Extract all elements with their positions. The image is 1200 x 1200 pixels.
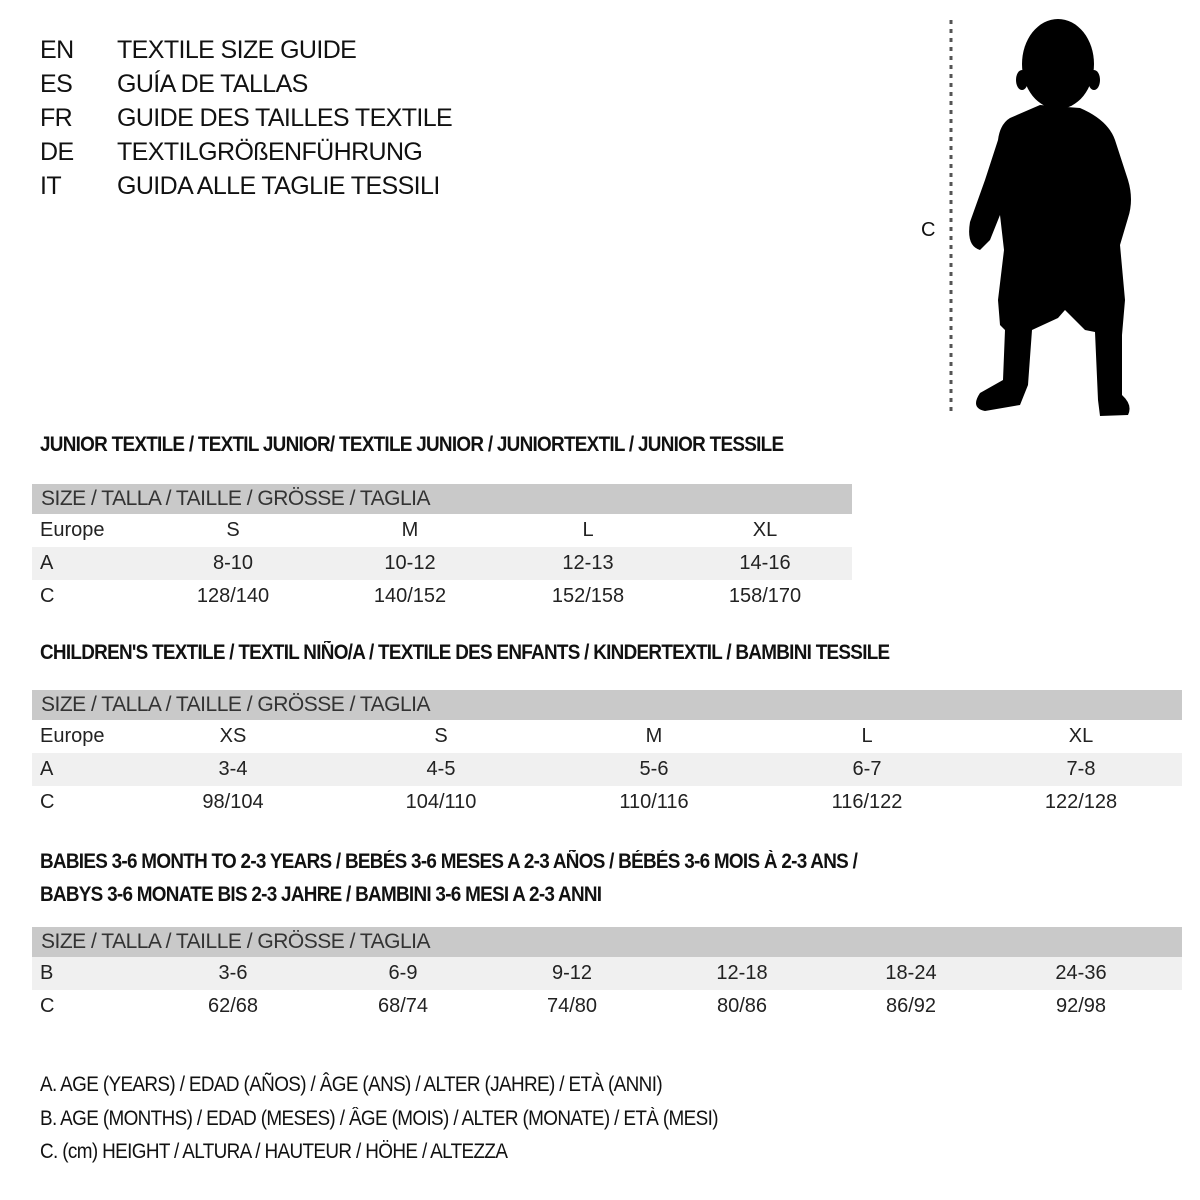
section-title: JUNIOR TEXTILE / TEXTIL JUNIOR/ TEXTILE …: [40, 433, 784, 456]
title-text: GUIDE DES TAILLES TEXTILE: [117, 104, 453, 132]
row-label: A: [40, 552, 54, 574]
table-cell: 140/152: [373, 585, 447, 607]
title-text: GUÍA DE TALLAS: [117, 70, 308, 98]
table-row: C 98/104 104/110 110/116 116/122 122/128: [32, 786, 1182, 819]
size-table: SIZE / TALLA / TAILLE / GRÖSSE / TAGLIA E…: [32, 484, 852, 613]
table-cell: 128/140: [196, 585, 270, 607]
height-measure-label: C: [921, 219, 936, 241]
table-cell: 3-4: [218, 758, 248, 780]
title-text: TEXTILE SIZE GUIDE: [117, 36, 357, 64]
table-cell: 104/110: [405, 791, 477, 813]
table-cell: 3-6: [218, 962, 248, 984]
table-cell: 152/158: [551, 585, 625, 607]
language-code: DE: [40, 138, 74, 166]
table-row: A 8-10 10-12 12-13 14-16: [32, 547, 852, 580]
table-cell: 4-5: [426, 758, 456, 780]
table-cell: 6-9: [388, 962, 418, 984]
language-code: ES: [40, 70, 73, 98]
child-silhouette-icon: [949, 19, 1131, 416]
table-header-bar: SIZE / TALLA / TAILLE / GRÖSSE / TAGLIA: [32, 927, 1182, 957]
table-row: Europe XS S M L XL: [32, 720, 1182, 753]
row-label: Europe: [40, 725, 105, 747]
table-row: Europe S M L XL: [32, 514, 852, 547]
table-cell: 116/122: [831, 791, 903, 813]
row-label: C: [40, 791, 55, 813]
table-cell: 6-7: [852, 758, 882, 780]
size-table: SIZE / TALLA / TAILLE / GRÖSSE / TAGLIA E…: [32, 690, 1182, 819]
table-cell: 62/68: [207, 995, 259, 1017]
table-cell: S: [226, 519, 240, 541]
title-de: DE TEXTILGRÖßENFÜHRUNG: [40, 137, 540, 167]
table-cell: 80/86: [716, 995, 768, 1017]
language-code: FR: [40, 104, 73, 132]
title-text: TEXTILGRÖßENFÜHRUNG: [117, 138, 423, 166]
table-cell: 12-13: [562, 552, 614, 574]
table-cell: S: [434, 725, 448, 747]
table-cell: 158/170: [728, 585, 802, 607]
table-header-bar: SIZE / TALLA / TAILLE / GRÖSSE / TAGLIA: [32, 690, 1182, 720]
table-cell: 98/104: [202, 791, 264, 813]
title-it: IT GUIDA ALLE TAGLIE TESSILI: [40, 171, 540, 201]
table-cell: L: [861, 725, 873, 747]
row-label: A: [40, 758, 54, 780]
table-cell: 110/116: [619, 791, 689, 813]
legend-a: A. AGE (YEARS) / EDAD (AÑOS) / ÂGE (ANS)…: [40, 1073, 663, 1096]
table-row: C 128/140 140/152 152/158 158/170: [32, 580, 852, 613]
table-cell: 86/92: [885, 995, 937, 1017]
table-cell: 9-12: [551, 962, 593, 984]
language-code: IT: [40, 172, 62, 200]
row-label: C: [40, 995, 55, 1017]
legend-b: B. AGE (MONTHS) / EDAD (MESES) / ÂGE (MO…: [40, 1107, 718, 1130]
table-cell: M: [401, 519, 419, 541]
section-title: CHILDREN'S TEXTILE / TEXTIL NIÑO/A / TEX…: [40, 641, 890, 664]
table-cell: 14-16: [739, 552, 791, 574]
table-cell: 68/74: [377, 995, 429, 1017]
table-cell: 92/98: [1055, 995, 1107, 1017]
table-header-bar: SIZE / TALLA / TAILLE / GRÖSSE / TAGLIA: [32, 484, 852, 514]
table-row: C 62/68 68/74 74/80 80/86 86/92 92/98: [32, 990, 1182, 1023]
section-title: BABIES 3-6 MONTH TO 2-3 YEARS / BEBÉS 3-…: [40, 850, 858, 873]
section-title: BABYS 3-6 MONATE BIS 2-3 JAHRE / BAMBINI…: [40, 883, 602, 906]
table-cell: 122/128: [1044, 791, 1118, 813]
table-cell: XS: [219, 725, 247, 747]
row-label: C: [40, 585, 55, 607]
table-cell: 8-10: [212, 552, 254, 574]
size-table: SIZE / TALLA / TAILLE / GRÖSSE / TAGLIA B…: [32, 927, 1182, 1023]
row-label: Europe: [40, 519, 105, 541]
table-cell: 24-36: [1055, 962, 1107, 984]
row-label: B: [40, 962, 54, 984]
table-cell: 74/80: [546, 995, 598, 1017]
table-cell: 5-6: [639, 758, 669, 780]
title-text: GUIDA ALLE TAGLIE TESSILI: [117, 172, 440, 200]
table-cell: 7-8: [1066, 758, 1096, 780]
title-fr: FR GUIDE DES TAILLES TEXTILE: [40, 103, 540, 133]
table-cell: 10-12: [384, 552, 436, 574]
table-cell: 18-24: [885, 962, 937, 984]
table-cell: 12-18: [716, 962, 768, 984]
table-row: B 3-6 6-9 9-12 12-18 18-24 24-36: [32, 957, 1182, 990]
table-cell: L: [582, 519, 594, 541]
table-row: A 3-4 4-5 5-6 6-7 7-8: [32, 753, 1182, 786]
table-cell: XL: [1068, 725, 1094, 747]
legend-c: C. (cm) HEIGHT / ALTURA / HAUTEUR / HÖHE…: [40, 1140, 508, 1163]
language-code: EN: [40, 36, 74, 64]
title-en: EN TEXTILE SIZE GUIDE: [40, 35, 540, 65]
title-es: ES GUÍA DE TALLAS: [40, 69, 540, 99]
table-cell: M: [645, 725, 663, 747]
table-cell: XL: [752, 519, 778, 541]
